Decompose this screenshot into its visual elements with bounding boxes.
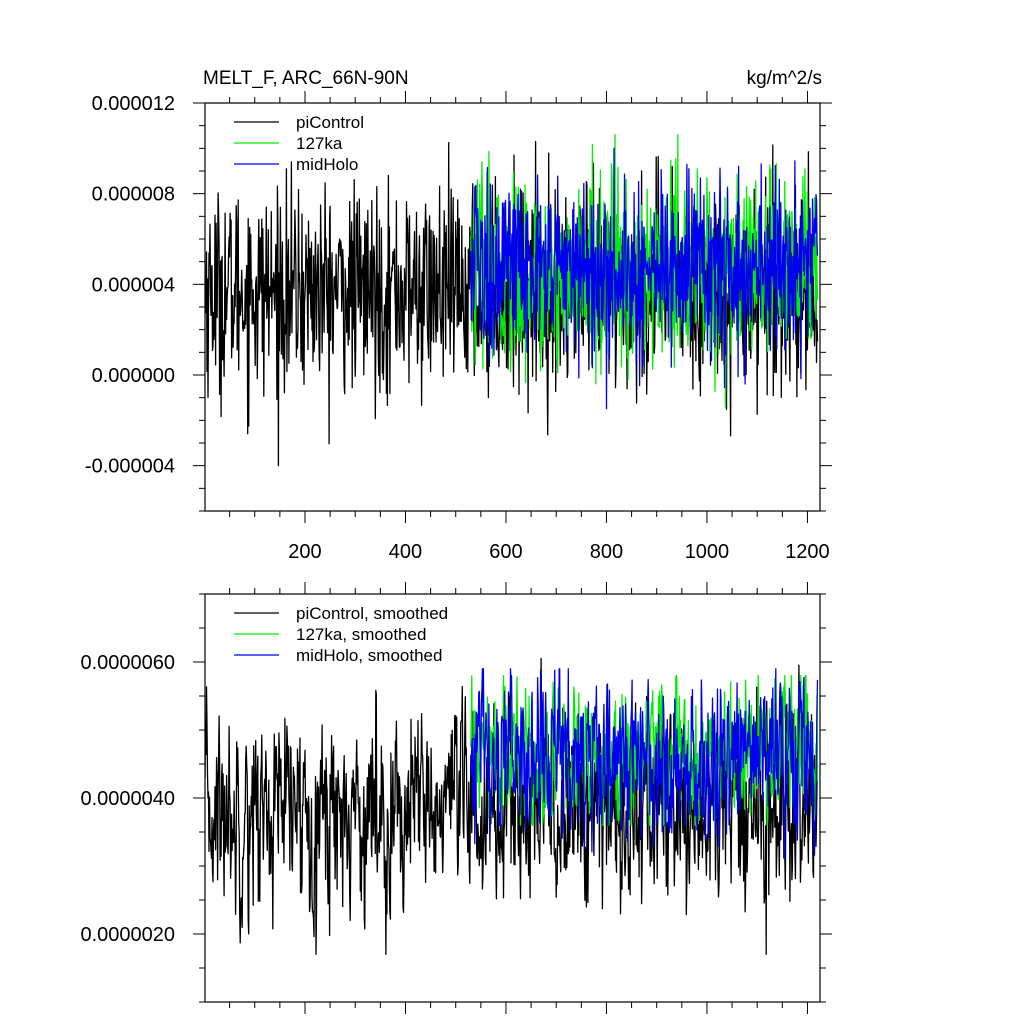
top-series-group bbox=[205, 134, 819, 467]
legend-label-picontrol: piControl bbox=[296, 113, 364, 132]
bottom-series-group bbox=[205, 657, 819, 956]
series-line-midholo-smoothed bbox=[470, 668, 819, 860]
series-line-picontrol-smoothed bbox=[205, 657, 819, 956]
x-tick-label: 400 bbox=[389, 541, 422, 563]
x-tick-label: 800 bbox=[590, 541, 623, 563]
top-chart-units: kg/m^2/s bbox=[747, 68, 822, 89]
y-tick-label: -0.000004 bbox=[85, 456, 175, 478]
y-tick-label: 0.0000040 bbox=[80, 788, 175, 810]
y-tick-label: 0.0000060 bbox=[80, 652, 175, 674]
bottom-legend: piControl, smoothed 127ka, smoothed midH… bbox=[234, 604, 448, 665]
bottom-panel: 0.0000020 0.0000040 0.0000060 piControl, s… bbox=[80, 582, 832, 1014]
y-tick-label: 0.000008 bbox=[92, 184, 175, 206]
legend-label-midholo-smoothed: midHolo, smoothed bbox=[296, 646, 442, 665]
x-tick-label: 1000 bbox=[685, 541, 730, 563]
y-tick-label: 0.000000 bbox=[92, 365, 175, 387]
series-line-midholo bbox=[470, 147, 819, 410]
top-chart-title: MELT_F, ARC_66N-90N bbox=[203, 68, 409, 89]
legend-label-127ka: 127ka bbox=[296, 134, 343, 153]
legend-label-127ka-smoothed: 127ka, smoothed bbox=[296, 625, 426, 644]
y-tick-label: 0.000012 bbox=[92, 93, 175, 115]
y-tick-label: 0.000004 bbox=[92, 274, 175, 296]
x-tick-label: 1200 bbox=[785, 541, 830, 563]
legend-label-picontrol-smoothed: piControl, smoothed bbox=[296, 604, 448, 623]
legend-label-midholo: midHolo bbox=[296, 155, 358, 174]
x-tick-label: 600 bbox=[489, 541, 522, 563]
top-panel: MELT_F, ARC_66N-90N kg/m^2/s 200 400 600 80… bbox=[85, 68, 832, 563]
top-axis-ticks: 200 400 600 800 1000 1200 -0.000004 0.000000 0.0… bbox=[85, 91, 832, 563]
y-tick-label: 0.0000020 bbox=[80, 924, 175, 946]
bottom-axis-ticks: 0.0000020 0.0000040 0.0000060 bbox=[80, 582, 832, 1014]
top-legend: piControl 127ka midHolo bbox=[234, 113, 364, 174]
x-tick-label: 200 bbox=[288, 541, 321, 563]
